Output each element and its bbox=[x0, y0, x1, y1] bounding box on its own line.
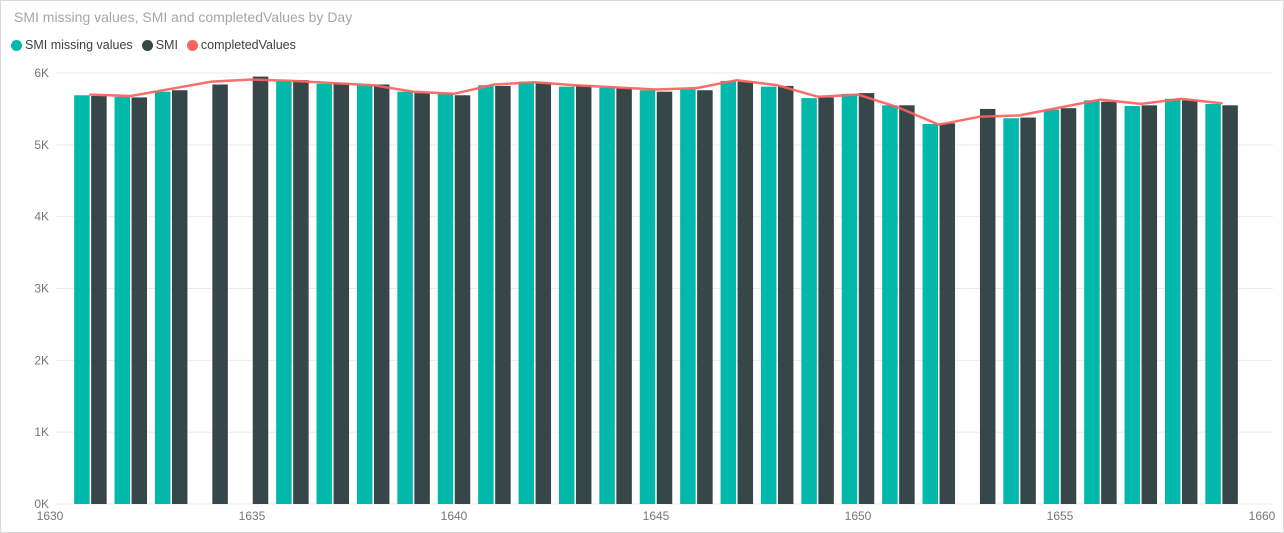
x-axis-tick-1645: 1645 bbox=[643, 509, 670, 523]
bar-smi-missing-1657[interactable] bbox=[1124, 106, 1141, 504]
bar-smi-missing-1646[interactable] bbox=[680, 89, 696, 504]
bar-smi-1644[interactable] bbox=[616, 88, 632, 505]
legend-dot-icon bbox=[141, 39, 153, 51]
bar-smi-1646[interactable] bbox=[697, 90, 713, 505]
legend-item-smi-missing-values[interactable]: SMI missing values bbox=[11, 38, 133, 52]
bar-smi-missing-1636[interactable] bbox=[276, 80, 292, 504]
legend: SMI missing values SMI completedValues bbox=[11, 38, 296, 52]
x-axis-tick-1640: 1640 bbox=[441, 509, 468, 523]
bar-smi-missing-1637[interactable] bbox=[316, 83, 333, 505]
bar-smi-missing-1647[interactable] bbox=[720, 80, 737, 504]
legend-label: completedValues bbox=[200, 38, 296, 52]
bar-smi-1631[interactable] bbox=[91, 95, 107, 504]
bar-smi-1657[interactable] bbox=[1141, 105, 1158, 504]
bar-smi-missing-1654[interactable] bbox=[1003, 118, 1019, 504]
bar-smi-missing-1632[interactable] bbox=[114, 96, 131, 504]
bar-smi-missing-1650[interactable] bbox=[841, 93, 858, 504]
legend-dot-icon bbox=[186, 39, 198, 51]
chart-title: SMI missing values, SMI and completedVal… bbox=[14, 9, 353, 25]
bar-smi-missing-1643[interactable] bbox=[558, 86, 575, 505]
bar-smi-missing-1633[interactable] bbox=[154, 91, 171, 504]
bar-smi-1641[interactable] bbox=[495, 85, 511, 505]
bar-smi-missing-1651[interactable] bbox=[882, 105, 898, 504]
legend-item-smi[interactable]: SMI bbox=[141, 38, 178, 52]
x-axis-tick-1635: 1635 bbox=[239, 509, 266, 523]
bar-smi-missing-1639[interactable] bbox=[397, 91, 413, 504]
bar-smi-1643[interactable] bbox=[575, 85, 592, 504]
bar-smi-missing-1648[interactable] bbox=[760, 86, 777, 505]
x-axis-tick-1660: 1660 bbox=[1249, 509, 1276, 523]
line-completed-values[interactable] bbox=[89, 78, 1223, 126]
bar-smi-missing-1655[interactable] bbox=[1043, 109, 1060, 504]
x-axis-tick-1655: 1655 bbox=[1047, 509, 1074, 523]
legend-label: SMI missing values bbox=[25, 38, 133, 52]
bar-smi-1638[interactable] bbox=[373, 84, 390, 504]
x-axis-tick-1630: 1630 bbox=[37, 509, 64, 523]
bar-smi-1634[interactable] bbox=[212, 84, 228, 504]
legend-dot-icon bbox=[11, 39, 22, 51]
bar-smi-1647[interactable] bbox=[737, 81, 754, 505]
bar-smi-missing-1641[interactable] bbox=[478, 85, 494, 504]
x-axis-tick-1650: 1650 bbox=[845, 509, 872, 523]
bar-smi-1635[interactable] bbox=[252, 76, 269, 504]
bar-smi-missing-1649[interactable] bbox=[801, 98, 817, 505]
bar-smi-missing-1644[interactable] bbox=[599, 87, 615, 504]
bar-smi-1637[interactable] bbox=[333, 83, 350, 504]
bar-smi-missing-1631[interactable] bbox=[74, 95, 90, 504]
bar-smi-missing-1652[interactable] bbox=[922, 124, 939, 505]
bar-smi-1636[interactable] bbox=[293, 80, 309, 504]
bar-smi-missing-1645[interactable] bbox=[639, 90, 656, 505]
legend-item-completedvalues[interactable]: completedValues bbox=[186, 38, 296, 52]
bar-smi-1640[interactable] bbox=[454, 95, 471, 504]
bar-smi-missing-1656[interactable] bbox=[1084, 100, 1100, 505]
y-axis-tick-5K: 5K bbox=[34, 138, 49, 152]
bar-smi-1639[interactable] bbox=[414, 93, 430, 504]
legend-label: SMI bbox=[155, 38, 178, 52]
bar-smi-1645[interactable] bbox=[656, 91, 673, 504]
bar-smi-1656[interactable] bbox=[1101, 101, 1117, 504]
bar-smi-missing-1642[interactable] bbox=[518, 81, 535, 505]
bar-smi-1642[interactable] bbox=[535, 83, 552, 504]
bar-smi-1648[interactable] bbox=[777, 85, 794, 505]
bar-smi-missing-1638[interactable] bbox=[356, 85, 373, 504]
bar-smi-missing-1659[interactable] bbox=[1205, 103, 1221, 504]
y-axis-tick-6K: 6K bbox=[34, 66, 49, 80]
bar-smi-1659[interactable] bbox=[1222, 105, 1238, 504]
bar-smi-1632[interactable] bbox=[131, 97, 148, 504]
bar-smi-1649[interactable] bbox=[818, 97, 834, 504]
y-axis-tick-1K: 1K bbox=[34, 425, 49, 439]
bar-smi-1651[interactable] bbox=[899, 105, 915, 504]
y-axis-tick-2K: 2K bbox=[34, 353, 49, 367]
bar-smi-1655[interactable] bbox=[1060, 108, 1077, 504]
bar-smi-1652[interactable] bbox=[939, 123, 956, 505]
y-axis-tick-3K: 3K bbox=[34, 282, 49, 296]
y-axis-tick-4K: 4K bbox=[34, 210, 49, 224]
y-axis-tick-0K: 0K bbox=[34, 497, 49, 511]
bar-smi-1653[interactable] bbox=[979, 108, 996, 505]
bar-smi-missing-1640[interactable] bbox=[437, 93, 454, 504]
bar-smi-1650[interactable] bbox=[858, 93, 875, 504]
bar-smi-1654[interactable] bbox=[1020, 117, 1036, 504]
bar-smi-1658[interactable] bbox=[1181, 100, 1198, 505]
bar-smi-missing-1658[interactable] bbox=[1164, 98, 1181, 505]
bar-smi-1633[interactable] bbox=[171, 90, 188, 505]
